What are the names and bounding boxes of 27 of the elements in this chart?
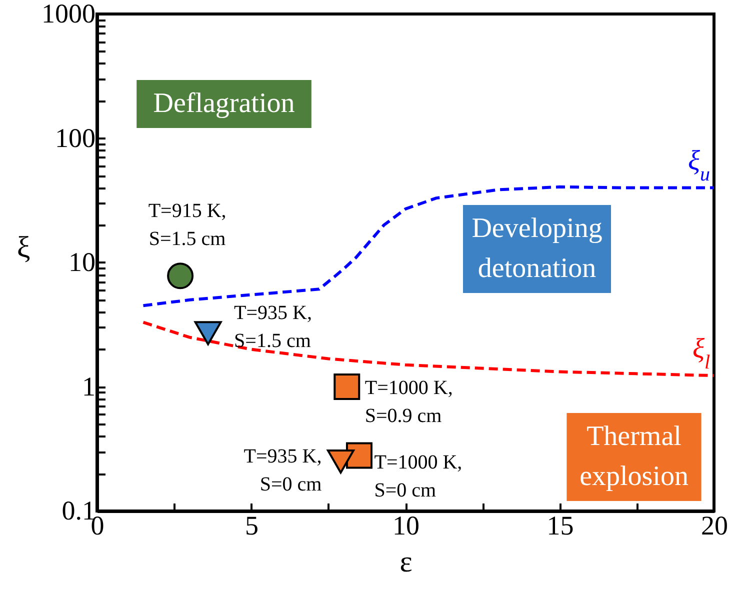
series-label: ξ$_{u}$: [688, 146, 710, 186]
y-tick-label: 1000: [42, 0, 96, 28]
point: [194, 321, 222, 346]
annotation: T=1000 K, S=0.9 cm: [364, 376, 453, 427]
x-tick-label: 20: [701, 510, 728, 540]
y-axis-title: ξ: [16, 231, 30, 264]
point: [334, 374, 360, 400]
point: [326, 450, 354, 474]
series-label: ξ$_{l}$: [692, 334, 710, 374]
y-tick-label: 100: [55, 122, 96, 153]
x-tick-label: 5: [245, 510, 258, 540]
annotation: T=915 K, S=1.5 cm: [148, 200, 226, 250]
annotation: T=935 K, S=1.5 cm: [234, 302, 312, 352]
line-series: [142, 185, 714, 308]
annotation: T=935 K, S=0 cm: [244, 446, 322, 496]
line-series: [142, 320, 714, 378]
point: [346, 442, 372, 469]
x-tick-label: 15: [546, 510, 574, 540]
annotation: Developing detonation: [472, 213, 602, 284]
point: [167, 262, 194, 290]
y-tick-label: 1: [82, 371, 96, 402]
y-tick-label: 10: [68, 247, 96, 277]
annotation: Thermal explosion: [580, 421, 688, 492]
x-tick-label: 10: [392, 510, 420, 540]
annotation: Deflagration: [153, 88, 295, 119]
annotation: T=1000 K, S=0 cm: [374, 451, 462, 502]
x-axis-title: ε: [400, 546, 412, 578]
